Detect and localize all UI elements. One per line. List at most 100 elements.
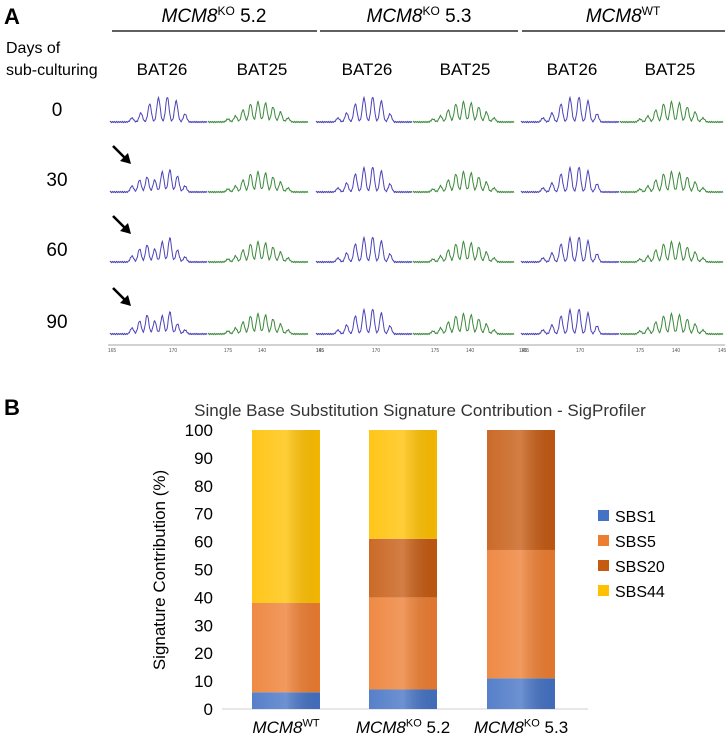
bar-segment-shade <box>369 597 437 690</box>
marker-label-bat25-3: BAT25 <box>645 60 696 79</box>
marker-label-bat26-3: BAT26 <box>547 60 598 79</box>
axis-tick-label: 140 <box>466 348 475 354</box>
legend-label-sbs44: SBS44 <box>615 584 665 601</box>
y-axis-label: Signature Contribution (%) <box>150 470 169 670</box>
bar-segment-shade <box>487 678 555 709</box>
bar-segment-shade <box>487 430 555 550</box>
axis-tick-label: 170 <box>169 348 178 354</box>
axis-tick-label: 175 <box>636 348 645 354</box>
trace-bat26-day30-g3 <box>520 165 620 194</box>
trace-bat26-day0-g3 <box>520 95 620 124</box>
legend-swatch-sbs1 <box>598 510 609 521</box>
trace-bat26-day0-g2 <box>315 95 413 124</box>
trace-bat26-day90-g2 <box>315 307 413 336</box>
axis-tick-label: 165 <box>108 348 117 354</box>
y-tick-label: 20 <box>194 644 213 663</box>
y-tick-label: 40 <box>194 588 213 607</box>
axis-tick-label: 170 <box>372 348 381 354</box>
axis-tick-label: 140 <box>258 348 267 354</box>
y-tick-label: 50 <box>194 561 213 580</box>
y-tick-label: 100 <box>185 421 213 440</box>
trace-bat26-day0-g1 <box>109 95 208 124</box>
y-tick-label: 60 <box>194 533 213 552</box>
bar-segment-shade <box>252 602 320 693</box>
panel-b-label: B <box>4 395 20 420</box>
axis-tick-label: 145 <box>718 348 727 354</box>
day-labels: 0 30 60 90 <box>46 100 67 333</box>
marker-labels: BAT26 BAT25 BAT26 BAT25 BAT26 BAT25 <box>137 60 696 79</box>
marker-label-bat26-1: BAT26 <box>137 60 188 79</box>
group-headers: MCM8KO 5.2 MCM8KO 5.3 MCM8WT <box>162 4 661 27</box>
day-label-0: 0 <box>52 100 63 121</box>
y-tick-label: 70 <box>194 505 213 524</box>
bar-segment-shade <box>487 549 555 679</box>
row-header-line1: Days of <box>6 40 61 57</box>
x-tick-label-1: MCM8WT <box>252 718 319 737</box>
day-label-30: 30 <box>46 170 67 191</box>
axis-tick-label: 165 <box>521 348 530 354</box>
y-tick-label: 90 <box>194 449 213 468</box>
panel-a-label: A <box>4 4 20 29</box>
trace-bat26-day90-g3 <box>520 307 620 336</box>
x-tick-label-2: MCM8KO 5.2 <box>356 718 450 737</box>
legend-label-sbs5: SBS5 <box>615 534 656 551</box>
trace-bat25-day90-g1 <box>207 312 309 336</box>
trace-bat26-day60-g3 <box>520 235 620 264</box>
trace-bat25-day30-g1 <box>207 170 309 194</box>
marker-label-bat26-2: BAT26 <box>342 60 393 79</box>
bar-segment-shade <box>252 692 320 709</box>
bar-segment-shade <box>369 538 437 598</box>
electropherogram-traces <box>109 95 724 336</box>
bar-segment-shade <box>252 430 320 603</box>
trace-bat25-day0-g1 <box>207 100 309 124</box>
axis-tick-label: 165 <box>316 348 325 354</box>
trace-bat26-day30-g2 <box>315 165 413 194</box>
bar-segment-shade <box>369 430 437 539</box>
trace-bat25-day60-g2 <box>412 240 515 264</box>
axis-tick-label: 145 <box>519 348 528 354</box>
arrow-icon-day-30 <box>112 145 131 164</box>
trace-bat26-day90-g1 <box>109 311 208 336</box>
y-tick-label: 0 <box>204 700 213 719</box>
legend-swatch-sbs5 <box>598 535 609 546</box>
y-tick-label: 30 <box>194 616 213 635</box>
trace-bat25-day90-g3 <box>619 312 724 336</box>
legend-swatch-sbs20 <box>598 560 609 571</box>
trace-bat25-day90-g2 <box>412 312 515 336</box>
axis-tick-label: 145 <box>316 348 325 354</box>
y-tick-label: 10 <box>194 672 213 691</box>
chart-title: Single Base Substitution Signature Contr… <box>194 401 646 420</box>
row-header-line2: sub-culturing <box>6 62 98 79</box>
trace-bat25-day30-g3 <box>619 170 724 194</box>
axis-tick-label: 140 <box>672 348 681 354</box>
trace-bat25-day60-g3 <box>619 240 724 264</box>
trace-bat26-day60-g1 <box>109 236 208 264</box>
trace-bat26-day30-g1 <box>109 169 208 194</box>
y-tick-label: 80 <box>194 477 213 496</box>
axis-tick-label: 170 <box>576 348 585 354</box>
legend-swatch-sbs44 <box>598 585 609 596</box>
bar-segment-shade <box>369 689 437 709</box>
day-label-60: 60 <box>46 240 67 261</box>
trace-bat25-day0-g3 <box>619 100 724 124</box>
trace-bat25-day60-g1 <box>207 240 309 264</box>
trace-bat25-day0-g2 <box>412 100 515 124</box>
group-header-3: MCM8WT <box>586 4 661 27</box>
axis-tick-label: 175 <box>224 348 233 354</box>
x-tick-label-3: MCM8KO 5.3 <box>474 718 568 737</box>
legend-label-sbs20: SBS20 <box>615 559 665 576</box>
trace-bat26-day60-g2 <box>315 235 413 264</box>
day-label-90: 90 <box>46 312 67 333</box>
group-header-1: MCM8KO 5.2 <box>162 4 267 27</box>
arrows <box>112 145 131 306</box>
group-header-2: MCM8KO 5.3 <box>367 4 472 27</box>
marker-label-bat25-1: BAT25 <box>237 60 288 79</box>
arrow-icon-day-90 <box>112 287 131 306</box>
marker-label-bat25-2: BAT25 <box>440 60 491 79</box>
stacked-bar-chart: 0 10 20 30 40 50 60 70 80 90 100 Signature Contribu… <box>150 421 665 737</box>
arrow-icon-day-60 <box>112 215 131 234</box>
axis-tick-label: 175 <box>431 348 440 354</box>
legend-label-sbs1: SBS1 <box>615 509 656 526</box>
